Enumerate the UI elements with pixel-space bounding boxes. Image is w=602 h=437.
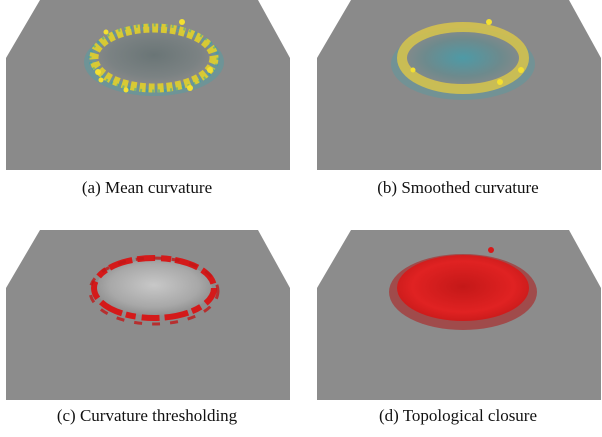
caption-b: (b) Smoothed curvature xyxy=(377,178,539,197)
caption-c: (c) Curvature thresholding xyxy=(56,406,238,425)
panel-topological-closure xyxy=(317,230,601,400)
panel-mean-curvature xyxy=(6,0,290,170)
smoothed-curvature-render xyxy=(317,0,601,170)
curvature-thresholding-render xyxy=(6,230,290,400)
panel-smoothed-curvature xyxy=(317,0,601,170)
panel-curvature-thresholding xyxy=(6,230,290,400)
caption-a: (a) Mean curvature xyxy=(81,178,213,197)
mean-curvature-render xyxy=(6,0,290,170)
topological-closure-render xyxy=(317,230,601,400)
caption-d: (d) Topological closure xyxy=(378,406,538,425)
